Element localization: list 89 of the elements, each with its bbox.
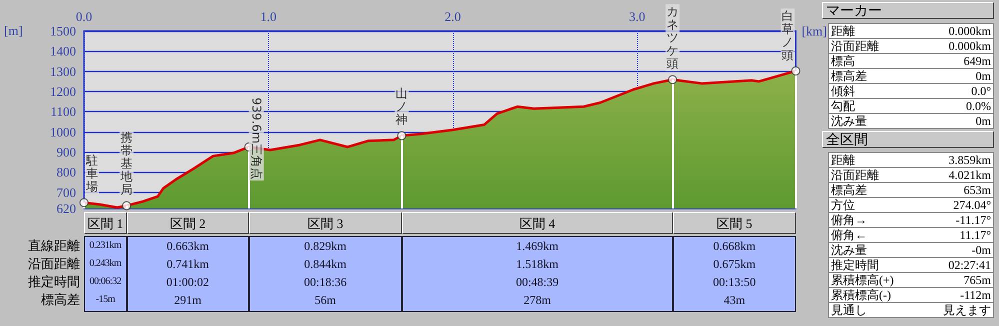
text: 765m [964, 273, 991, 287]
text: 00:06:32 [90, 276, 122, 287]
text: 0.000km [948, 39, 991, 53]
text: 56m [314, 293, 336, 307]
text: 653m [964, 183, 991, 197]
category-label: 区間 4 [402, 212, 673, 234]
category-label: 見通し [831, 303, 867, 317]
category-label: 区間 2 [126, 212, 249, 234]
text: 01:00:02 [166, 275, 210, 289]
text: 0m [976, 114, 991, 128]
text: 0.000km [948, 24, 991, 38]
y-tick-label: 1300 [50, 64, 76, 79]
category-label: 俯角← [831, 228, 867, 242]
text: 649m [964, 54, 991, 68]
text: 1.469km [516, 239, 558, 253]
annotation: カネツケ頭 [666, 4, 679, 71]
text: -11.17° [956, 213, 991, 227]
category-label: 沈み量 [831, 243, 867, 257]
category-label: 方位 [831, 198, 855, 212]
text: 278m [524, 293, 551, 307]
text: -0m [972, 243, 991, 257]
text: 0.0° [971, 84, 991, 98]
y-tick-label: 1200 [50, 84, 76, 100]
text: 見えます [943, 303, 991, 317]
category-label: 距離 [831, 153, 855, 167]
category-label: 沿面距離 [831, 168, 879, 182]
annotation: 白草ノ頭 [782, 8, 794, 62]
category-label: 区間 3 [248, 212, 402, 234]
category-label: 沿面距離 [831, 39, 879, 53]
text: 43m [724, 293, 746, 307]
text: 3.859km [948, 153, 991, 167]
category-label: 標高差 [831, 69, 867, 83]
text: 00:48:39 [516, 275, 559, 289]
category-label: 区間 5 [672, 212, 796, 234]
y-tick-label: 1000 [50, 124, 76, 140]
y-tick-label: 700 [56, 184, 76, 200]
category-label: 推定時間 [831, 258, 879, 272]
category-label: 累積標高(-) [831, 288, 891, 302]
text: マーカー [822, 2, 994, 19]
category-label: 推定時間 [28, 274, 80, 289]
y-tick-label: 800 [56, 164, 76, 180]
category-label: 距離 [831, 24, 855, 38]
category-label: 区間 1 [84, 212, 127, 234]
text: 291m [174, 293, 202, 307]
text: 274.04° [953, 198, 991, 212]
text: 11.17° [960, 228, 991, 242]
category-label: 累積標高(+) [831, 273, 894, 287]
text: -112m [960, 288, 991, 302]
text: -15m [96, 294, 115, 305]
y-axis-title: [m] [4, 23, 23, 38]
text: 0.829km [304, 239, 347, 253]
category-label: 沿面距離 [28, 256, 80, 271]
text: 4.021km [948, 168, 991, 182]
y-tick-label: 620 [56, 201, 76, 216]
text: 0.663km [166, 239, 209, 253]
text: 全区間 [822, 131, 994, 148]
category-label: 標高 [831, 54, 855, 68]
text: 0.668km [713, 239, 756, 253]
annotation: 携帯基地局 [120, 130, 133, 197]
text: 0.243km [89, 258, 122, 269]
text: 0.0% [966, 99, 991, 113]
x-tick-label: 0.0 [76, 9, 92, 24]
text: 0.844km [304, 257, 347, 271]
category-label: 勾配 [831, 99, 855, 113]
x-axis-title: [km] [802, 24, 828, 38]
y-tick-label: 900 [56, 144, 76, 160]
annotation: 山ノ神 [396, 86, 408, 127]
category-label: 傾斜 [831, 84, 855, 98]
category-label: 直線距離 [28, 238, 80, 253]
y-tick-label: 1500 [50, 24, 76, 38]
x-tick-label: 1.0 [260, 9, 277, 24]
text: 0.231km [89, 240, 122, 251]
category-label: 標高差 [41, 292, 80, 307]
category-label: 標高差 [831, 183, 867, 197]
y-tick-label: 1100 [50, 104, 76, 120]
text: 02:27:41 [948, 258, 991, 272]
x-tick-label: 2.0 [444, 9, 461, 24]
annotation: 駐車場 [85, 154, 98, 194]
text: 0.741km [166, 257, 209, 271]
category-label: 俯角→ [831, 213, 867, 227]
annotation: 939.6m三角点 [249, 97, 264, 180]
text: 1.518km [516, 257, 558, 271]
text: 0.675km [713, 257, 756, 271]
category-label: 沈み量 [831, 114, 867, 128]
text: 0m [976, 69, 991, 83]
y-tick-label: 1400 [50, 44, 76, 59]
text: 00:13:50 [713, 275, 756, 289]
text: 00:18:36 [304, 275, 347, 289]
x-tick-label: 3.0 [629, 9, 646, 24]
